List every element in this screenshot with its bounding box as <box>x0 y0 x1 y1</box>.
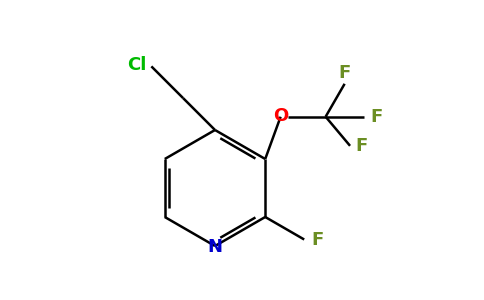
Text: N: N <box>208 238 223 256</box>
Text: O: O <box>273 107 288 125</box>
Text: F: F <box>371 108 383 126</box>
Text: Cl: Cl <box>127 56 146 74</box>
Text: F: F <box>311 230 323 248</box>
Text: F: F <box>338 64 351 82</box>
Text: F: F <box>355 137 367 155</box>
